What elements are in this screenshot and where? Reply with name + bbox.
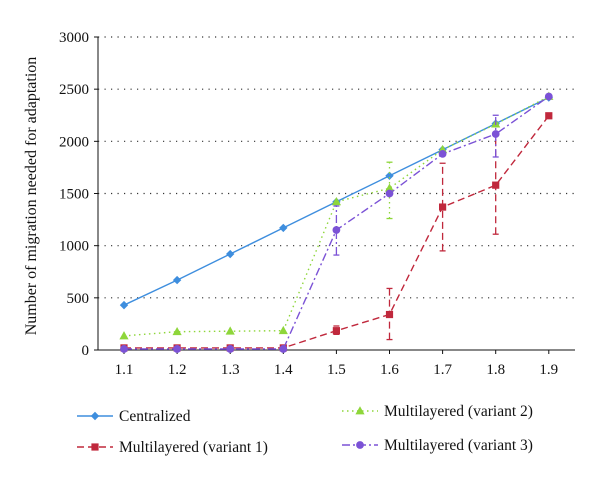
series-line bbox=[123, 95, 550, 337]
data-point bbox=[331, 197, 341, 206]
data-point bbox=[439, 203, 447, 211]
data-point bbox=[385, 171, 394, 180]
x-tick-label: 1.6 bbox=[380, 362, 399, 378]
data-point bbox=[278, 325, 288, 335]
legend-marker bbox=[356, 441, 364, 449]
data-point bbox=[384, 183, 395, 192]
x-tick-label: 1.9 bbox=[539, 362, 558, 378]
y-tick-label: 1000 bbox=[59, 239, 89, 255]
data-point bbox=[279, 223, 288, 233]
x-tick-label: 1.1 bbox=[115, 362, 134, 378]
data-point bbox=[491, 130, 500, 138]
data-point bbox=[225, 326, 235, 335]
data-point bbox=[119, 331, 129, 340]
y-tick-label: 1500 bbox=[59, 187, 89, 203]
x-tick-labels: 1.1 1.2 1.3 1.4 1.5 1.6 1.7 1.8 1.9 bbox=[115, 350, 558, 378]
legend-label: Multilayered (variant 3) bbox=[384, 437, 533, 454]
gridlines bbox=[98, 36, 575, 299]
legend-marker bbox=[90, 411, 100, 421]
legend-label: Multilayered (variant 1) bbox=[119, 439, 268, 456]
legend-item: Multilayered (variant 2) bbox=[342, 403, 533, 420]
legend: Centralized Multilayered (variant 1) Multi… bbox=[77, 403, 533, 456]
series-layer bbox=[119, 91, 554, 353]
x-tick-label: 1.8 bbox=[486, 362, 505, 378]
y-axis-title: Number of migration needed for adaptatio… bbox=[23, 57, 40, 336]
series-4 bbox=[120, 92, 553, 353]
legend-label: Multilayered (variant 2) bbox=[384, 403, 533, 420]
x-tick-label: 1.2 bbox=[168, 362, 187, 378]
data-point bbox=[492, 181, 500, 189]
legend-marker bbox=[91, 443, 99, 451]
y-tick-label: 3000 bbox=[59, 30, 89, 46]
x-tick-label: 1.5 bbox=[327, 362, 346, 378]
data-point bbox=[545, 112, 553, 120]
data-point bbox=[120, 345, 128, 353]
data-point bbox=[173, 345, 182, 353]
data-point bbox=[226, 249, 235, 259]
x-tick-label: 1.7 bbox=[433, 362, 452, 378]
legend-marker bbox=[355, 406, 365, 415]
data-point bbox=[385, 189, 394, 198]
y-tick-label: 0 bbox=[82, 343, 90, 359]
data-point bbox=[332, 226, 341, 234]
y-tick-label: 2500 bbox=[59, 82, 89, 98]
data-point bbox=[385, 310, 394, 319]
data-point bbox=[226, 345, 235, 353]
data-point bbox=[438, 149, 447, 158]
data-point bbox=[172, 275, 182, 285]
y-tick-label: 2000 bbox=[59, 134, 89, 150]
x-tick-label: 1.3 bbox=[221, 362, 240, 378]
legend-item: Centralized bbox=[77, 408, 191, 425]
data-point bbox=[544, 92, 553, 101]
legend-item: Multilayered (variant 3) bbox=[342, 437, 533, 454]
y-tick-label: 500 bbox=[67, 291, 90, 307]
legend-label: Centralized bbox=[119, 408, 191, 425]
data-point bbox=[332, 327, 340, 335]
data-point bbox=[119, 300, 129, 310]
legend-item: Multilayered (variant 1) bbox=[77, 439, 268, 456]
data-point bbox=[279, 345, 288, 353]
y-tick-labels: 0 500 1000 1500 2000 2500 3000 bbox=[59, 30, 98, 359]
x-tick-label: 1.4 bbox=[274, 362, 293, 378]
data-point bbox=[172, 326, 182, 336]
